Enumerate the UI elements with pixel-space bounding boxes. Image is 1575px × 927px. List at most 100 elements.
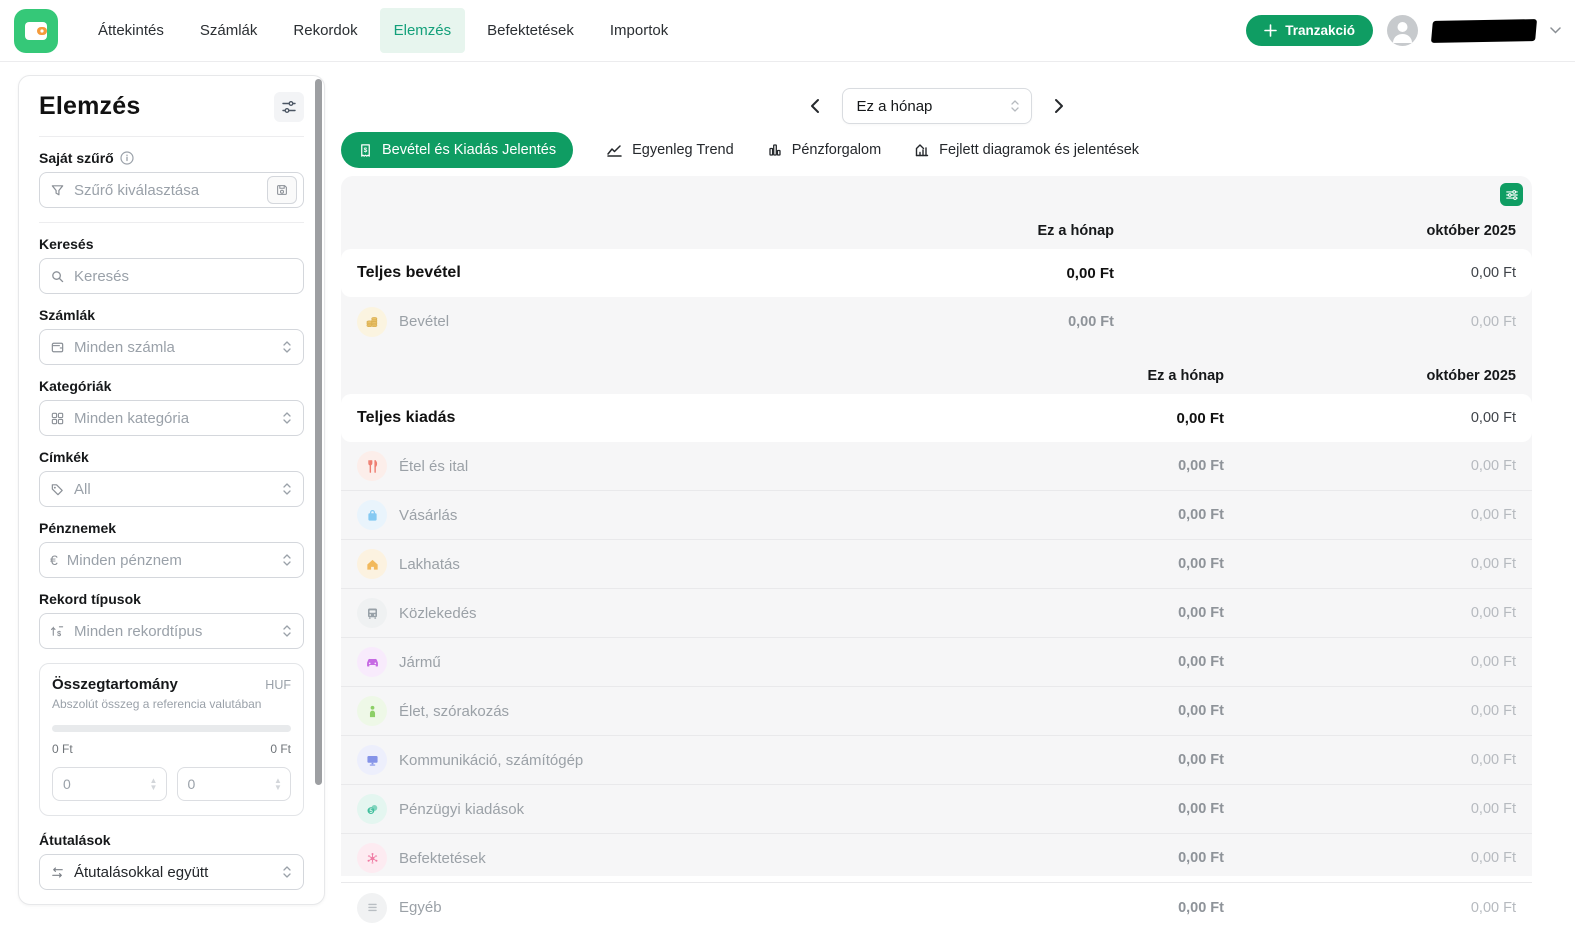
- column-header-period: Ez a hónap: [1037, 223, 1114, 239]
- category-row-other[interactable]: Egyéb 0,00 Ft 0,00 Ft: [341, 883, 1532, 927]
- period-select[interactable]: Ez a hónap: [841, 88, 1032, 124]
- category-row-communication[interactable]: Kommunikáció, számítógép 0,00 Ft 0,00 Ft: [341, 736, 1532, 785]
- nav-item-szamlak[interactable]: Számlák: [199, 22, 258, 39]
- chevron-down-icon[interactable]: [1550, 27, 1561, 34]
- nav-item-rekordok[interactable]: Rekordok: [293, 22, 358, 39]
- categories-label: Kategóriák: [39, 378, 112, 394]
- hamburger-icon: [357, 892, 387, 923]
- monitor-icon: [357, 745, 387, 775]
- main-content: Ez a hónap $ Bevétel és Kiadás Jelentés …: [341, 62, 1532, 927]
- sidebar-title: Elemzés: [39, 92, 141, 120]
- reset-filter-button[interactable]: Szűrő visszaállítása: [39, 904, 304, 905]
- shopping-bag-icon: [357, 500, 387, 530]
- category-row-investments[interactable]: Befektetések 0,00 Ft 0,00 Ft: [341, 834, 1532, 883]
- utensils-icon: [357, 451, 387, 481]
- category-row-food[interactable]: Étel és ital 0,00 Ft 0,00 Ft: [341, 442, 1532, 491]
- currencies-label: Pénznemek: [39, 520, 117, 536]
- car-icon: [357, 647, 387, 677]
- category-row-transport[interactable]: Közlekedés 0,00 Ft 0,00 Ft: [341, 589, 1532, 638]
- search-input[interactable]: [74, 267, 293, 285]
- transfers-select[interactable]: Átutalásokkal együtt: [39, 854, 304, 890]
- person-icon: [357, 696, 387, 726]
- funnel-icon: [51, 184, 64, 195]
- select-chevrons-icon: [283, 341, 291, 353]
- category-row-vehicle[interactable]: Jármű 0,00 Ft 0,00 Ft: [341, 638, 1532, 687]
- divider: [39, 222, 304, 223]
- redacted-user-name: [1430, 18, 1538, 43]
- nav-item-elemzes[interactable]: Elemzés: [379, 8, 466, 53]
- svg-text:$: $: [364, 146, 368, 153]
- expense-table: Ez a hónap október 2025 Teljes kiadás 0,…: [341, 358, 1532, 927]
- record-types-label: Rekord típusok: [39, 591, 141, 607]
- expense-table-header: Ez a hónap október 2025: [341, 358, 1532, 394]
- total-expense-row[interactable]: Teljes kiadás 0,00 Ft 0,00 Ft: [341, 394, 1532, 442]
- avatar[interactable]: [1387, 15, 1418, 46]
- filter-settings-button[interactable]: [274, 92, 304, 122]
- grid-icon: [51, 412, 64, 424]
- stepper-arrows-icon[interactable]: ▲ ▼: [274, 776, 282, 792]
- molecule-icon: [357, 843, 387, 873]
- amount-range-slider[interactable]: [52, 725, 291, 732]
- euro-icon: €: [50, 552, 58, 568]
- wallet-logo-icon: [25, 21, 47, 40]
- tab-income-expense-report[interactable]: $ Bevétel és Kiadás Jelentés: [341, 132, 574, 168]
- income-row[interactable]: Bevétel 0,00 Ft 0,00 Ft: [341, 297, 1532, 346]
- min-amount-stepper[interactable]: 0 ▲ ▼: [52, 767, 167, 801]
- tag-icon: [51, 483, 63, 495]
- max-amount-stepper[interactable]: 0 ▲ ▼: [176, 767, 291, 801]
- info-icon[interactable]: [120, 151, 134, 165]
- tab-balance-trend[interactable]: Egyenleg Trend: [606, 142, 734, 158]
- category-row-financial-expenses[interactable]: 5 Pénzügyi kiadások 0,00 Ft 0,00 Ft: [341, 785, 1532, 834]
- sliders-icon: [1505, 189, 1518, 200]
- nav-item-attekintes[interactable]: Áttekintés: [98, 22, 164, 39]
- top-right-area: Tranzakció: [1246, 15, 1561, 46]
- bus-icon: [357, 598, 387, 628]
- coins-stack-icon: [357, 306, 387, 337]
- tab-cashflow[interactable]: Pénzforgalom: [767, 142, 881, 158]
- sidebar-scrollbar[interactable]: [315, 78, 322, 902]
- app-logo[interactable]: [14, 8, 58, 53]
- wallet-icon: [51, 342, 64, 352]
- income-table: Ez a hónap október 2025 Teljes bevétel 0…: [341, 213, 1532, 346]
- custom-filter-label: Saját szűrő: [39, 150, 304, 166]
- custom-filter-select[interactable]: Szűrő kiválasztása: [39, 172, 304, 208]
- transfers-icon: [52, 866, 63, 878]
- range-min-label: 0 Ft: [52, 742, 73, 756]
- select-chevrons-icon: [283, 412, 291, 424]
- categories-select[interactable]: Minden kategória: [39, 400, 304, 436]
- category-row-housing[interactable]: Lakhatás 0,00 Ft 0,00 Ft: [341, 540, 1532, 589]
- sidebar-scrollbar-thumb[interactable]: [315, 79, 322, 785]
- category-row-shopping[interactable]: Vásárlás 0,00 Ft 0,00 Ft: [341, 491, 1532, 540]
- period-navigation: Ez a hónap: [341, 88, 1532, 124]
- record-types-select[interactable]: $ Minden rekordtípus: [39, 613, 304, 649]
- floppy-disk-icon: [277, 185, 287, 195]
- search-label: Keresés: [39, 236, 94, 252]
- category-row-life-entertainment[interactable]: Élet, szórakozás 0,00 Ft 0,00 Ft: [341, 687, 1532, 736]
- chevron-left-icon: [810, 99, 819, 113]
- receipt-icon: $: [361, 143, 370, 157]
- search-box: [39, 258, 304, 294]
- next-period-button[interactable]: [1049, 94, 1069, 118]
- nav-item-befektetesek[interactable]: Befektetések: [487, 22, 574, 39]
- stepper-arrows-icon[interactable]: ▲ ▼: [149, 776, 158, 792]
- select-chevrons-icon: [283, 554, 291, 566]
- report-settings-button[interactable]: [1500, 183, 1523, 206]
- currencies-select[interactable]: € Minden pénznem: [39, 542, 304, 578]
- advanced-chart-icon: [915, 144, 929, 157]
- select-chevrons-icon: [283, 625, 291, 637]
- select-chevrons-icon: [1010, 100, 1019, 112]
- accounts-select[interactable]: Minden számla: [39, 329, 304, 365]
- total-income-row[interactable]: Teljes bevétel 0,00 Ft 0,00 Ft: [341, 249, 1532, 297]
- divider: [39, 136, 304, 137]
- chevron-right-icon: [1054, 99, 1063, 113]
- add-transaction-button[interactable]: Tranzakció: [1246, 15, 1373, 46]
- labels-select[interactable]: All: [39, 471, 304, 507]
- previous-period-button[interactable]: [805, 94, 825, 118]
- main-nav: Áttekintés Számlák Rekordok Elemzés Befe…: [84, 8, 682, 53]
- labels-label: Címkék: [39, 449, 89, 465]
- amount-range-box: Összegtartomány HUF Abszolút összeg a re…: [39, 663, 304, 816]
- tab-advanced-charts[interactable]: Fejlett diagramok és jelentések: [914, 142, 1139, 158]
- nav-item-importok[interactable]: Importok: [609, 22, 669, 39]
- sliders-icon: [282, 101, 296, 113]
- save-filter-button[interactable]: [267, 176, 297, 204]
